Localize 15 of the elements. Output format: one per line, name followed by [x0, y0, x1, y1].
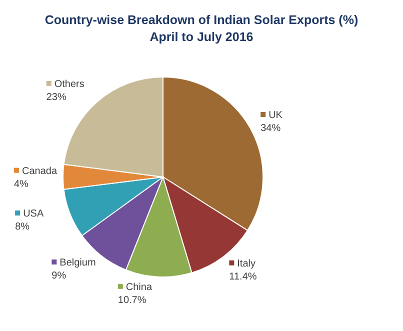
data-label: 4% [14, 178, 29, 190]
data-label: 11.4% [229, 271, 257, 282]
legend-label: China [126, 282, 152, 293]
data-label: 9% [52, 270, 66, 282]
legend-label: Italy [237, 258, 256, 270]
data-label: 8% [15, 221, 30, 232]
legend-label: Belgium [60, 257, 96, 268]
data-label: 23% [46, 92, 66, 103]
legend-label: Canada [22, 166, 58, 177]
data-label: 34% [260, 123, 281, 134]
legend-label: USA [23, 208, 44, 220]
chart-title: Country-wise Breakdown of Indian Solar Exports (%) April to July 2016 [44, 12, 360, 46]
legend-label: UK [268, 110, 283, 122]
legend-label: Others [54, 78, 84, 90]
data-label: 10.7% [118, 294, 146, 306]
